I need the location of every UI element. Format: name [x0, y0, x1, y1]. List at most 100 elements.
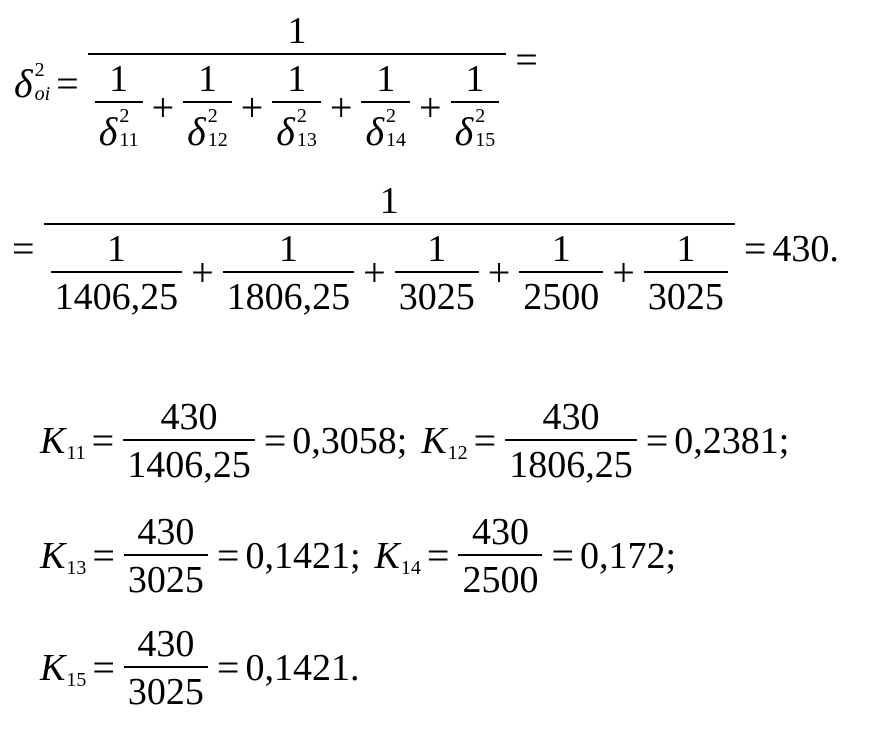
delta-15-indices: 2 15	[475, 106, 495, 150]
k-12-fraction: 430 1806,25	[505, 398, 637, 484]
k-15-symbol: K	[40, 647, 66, 689]
delta-12-sub: 12	[207, 129, 228, 151]
k-11-value: 0,3058;	[292, 420, 408, 462]
plus-sign: +	[612, 250, 635, 295]
delta-12-indices: 2 12	[208, 106, 228, 150]
k-12-num: 430	[542, 396, 600, 438]
delta-13-indices: 2 13	[297, 106, 317, 150]
k-12-sub: 12	[447, 442, 468, 464]
equals-sign: =	[216, 645, 240, 690]
delta-11-indices: 2 11	[119, 106, 138, 150]
k-14-sub: 14	[400, 557, 421, 579]
delta-11: δ	[98, 109, 118, 154]
inverse-value-3-den: 3025	[394, 271, 479, 316]
k-15-value: 0,1421.	[245, 647, 360, 689]
k-13-symbol: K	[40, 535, 66, 577]
k-11-fraction: 430 1406,25	[123, 398, 255, 484]
formula-line-1: δ 2 oi = 1 1 δ 2 11 + 1 δ 2 12 + 1 δ 2 13 + 1 …	[14, 12, 544, 155]
equals-sign: =	[263, 418, 287, 463]
coefficient-line-1: K 11 = 430 1406,25 = 0,3058; K 12 = 430 1806…	[40, 398, 789, 484]
inverse-value-4-num: 1	[551, 228, 571, 270]
equals-sign: =	[426, 533, 450, 578]
inverse-delta-15: 1 δ 2 15	[450, 58, 500, 155]
delta-oi-sup: 2	[34, 58, 45, 81]
k-12-symbol: K	[421, 420, 447, 462]
inverse-delta-11: 1 δ 2 11	[94, 58, 143, 155]
delta-15: δ	[454, 109, 474, 154]
delta-12-sup: 2	[207, 105, 218, 127]
delta-oi-indices: 2 oi	[35, 60, 51, 104]
coefficient-line-3: K 15 = 430 3025 = 0,1421.	[40, 625, 359, 711]
k-13-sub: 13	[66, 557, 87, 579]
k-13-fraction: 430 3025	[123, 511, 208, 599]
delta-14: δ	[365, 109, 385, 154]
delta-15-sup: 2	[475, 105, 486, 127]
k-15-den: 3025	[123, 666, 208, 711]
delta-12: δ	[187, 109, 206, 154]
equals-sign: =	[56, 60, 79, 106]
delta-11-sub: 11	[119, 129, 139, 151]
inverse-value-3: 1 3025	[394, 230, 479, 316]
inverse-value-2: 1 1806,25	[222, 228, 355, 316]
delta-11-sup: 2	[119, 105, 130, 127]
equals-sign: =	[91, 418, 115, 463]
delta-13-sup: 2	[296, 105, 307, 127]
k-11-den: 1406,25	[123, 439, 255, 484]
k-12-value: 0,2381;	[674, 420, 790, 462]
inverse-delta-11-num: 1	[109, 58, 129, 100]
k-11-sub: 11	[66, 442, 86, 464]
equals-sign: =	[92, 533, 115, 578]
inverse-value-1-den: 1406,25	[50, 271, 183, 316]
plus-sign: +	[191, 250, 214, 295]
result-equals-sign: =	[743, 226, 767, 271]
delta-13: δ	[276, 109, 295, 154]
plus-sign: +	[419, 84, 442, 130]
k-12-den: 1806,25	[505, 439, 637, 484]
delta-oi-sub: oi	[34, 82, 51, 105]
inverse-delta-13-num: 1	[287, 58, 307, 100]
inverse-value-4: 1 2500	[519, 228, 604, 316]
main-fraction-2-numerator: 1	[379, 180, 399, 222]
plus-sign: +	[487, 250, 511, 295]
equals-sign: =	[645, 418, 669, 463]
coefficient-line-2: K 13 = 430 3025 = 0,1421; K 14 = 430 2500 = …	[40, 513, 676, 599]
inverse-delta-14-den: δ 2 14	[361, 101, 411, 155]
inverse-value-5-num: 1	[676, 228, 696, 270]
k-13-den: 3025	[123, 554, 208, 599]
result-value: 430.	[772, 228, 839, 270]
equals-sign: =	[473, 418, 497, 463]
inverse-delta-11-den: δ 2 11	[94, 101, 143, 155]
plus-sign: +	[151, 84, 175, 130]
k-14-symbol: K	[374, 535, 400, 577]
equals-sign: =	[551, 533, 575, 578]
plus-sign: +	[363, 250, 386, 295]
k-13-value: 0,1421;	[245, 535, 361, 577]
inverse-value-2-den: 1806,25	[222, 271, 355, 316]
inverse-delta-12-den: δ 2 12	[183, 101, 232, 155]
plus-sign: +	[240, 84, 264, 130]
inverse-delta-14: 1 δ 2 14	[361, 60, 411, 155]
k-11-symbol: K	[40, 420, 66, 462]
equals-sign: =	[92, 645, 115, 690]
main-fraction-1-numerator: 1	[287, 10, 307, 52]
inverse-delta-13-den: δ 2 13	[272, 101, 321, 155]
delta-15-sub: 15	[475, 129, 496, 151]
inverse-value-5-den: 3025	[643, 271, 728, 316]
delta-13-sub: 13	[296, 129, 317, 151]
equals-sign: =	[216, 533, 240, 578]
k-13-num: 430	[137, 511, 195, 553]
inverse-value-2-num: 1	[278, 228, 298, 270]
k-14-fraction: 430 2500	[458, 511, 543, 599]
inverse-delta-15-den: δ 2 15	[450, 101, 500, 155]
delta-14-sub: 14	[386, 129, 407, 151]
main-fraction-2: 1 1 1406,25 + 1 1806,25 + 1 3025 + 1 2500 + …	[43, 180, 735, 316]
inverse-delta-15-num: 1	[465, 58, 485, 100]
k-15-num: 430	[137, 623, 195, 665]
inverse-delta-13: 1 δ 2 13	[272, 60, 321, 155]
leading-equals-sign: =	[12, 226, 35, 271]
inverse-value-4-den: 2500	[519, 271, 604, 316]
delta-oi-symbol: δ	[14, 61, 33, 106]
k-14-den: 2500	[458, 554, 543, 599]
k-14-num: 430	[471, 511, 529, 553]
